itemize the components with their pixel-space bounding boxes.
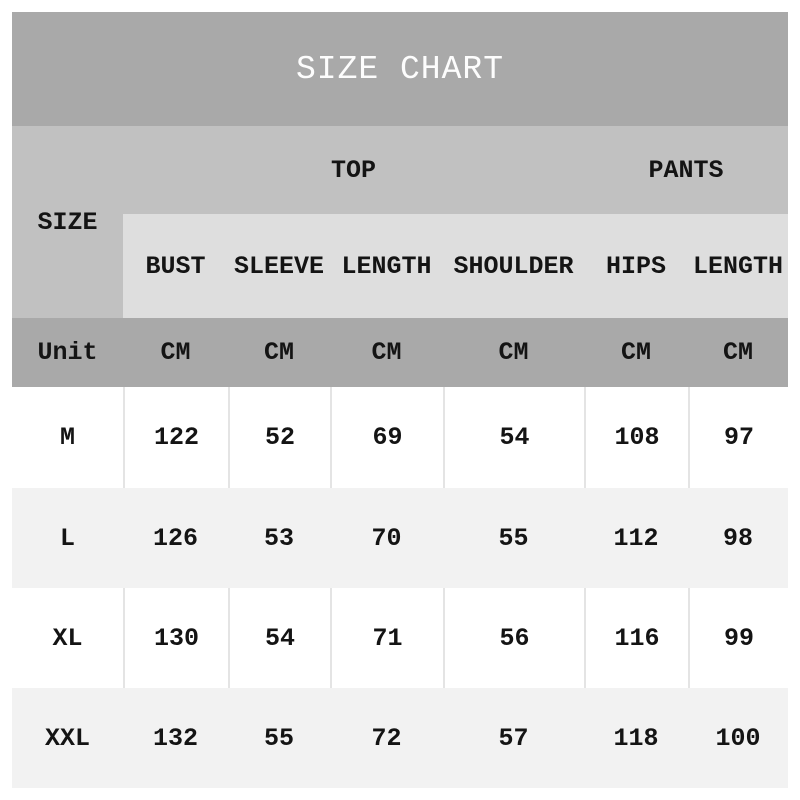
column-header-pants-length: LENGTH [692,251,783,281]
column-header-sleeve: SLEEVE [233,251,324,281]
column-header-top-length: LENGTH [341,251,432,281]
value-cell: 99 [688,588,788,688]
column-header-bust: BUST [145,251,206,281]
size-cell: XL [52,623,83,653]
value-cell: 71 [330,588,443,688]
title-bar: SIZE CHART [12,12,788,126]
value-cell: 98 [722,523,753,553]
value-cell: 55 [263,723,294,753]
column-header-hips: HIPS [605,251,666,281]
value-cell: 70 [371,523,402,553]
size-chart-table: SIZE CHART SIZE TOP PANTS BUST SLEEVE LE… [12,12,788,788]
value-cell: 112 [613,523,659,553]
unit-cell: CM [160,338,191,367]
unit-cell: CM [498,338,529,367]
unit-row: Unit CM CM CM CM CM CM [12,318,788,387]
value-cell: 116 [584,588,688,688]
value-cell: 118 [613,723,659,753]
value-cell: 53 [263,523,294,553]
unit-row-label: Unit [37,338,98,367]
row-header-size-label: SIZE [37,207,98,237]
column-group-top: TOP [330,155,376,185]
column-group-pants: PANTS [648,155,724,185]
size-cell: M [59,423,75,452]
column-header-row: BUST SLEEVE LENGTH SHOULDER HIPS LENGTH [123,214,788,318]
value-cell: 69 [330,387,443,488]
value-cell: 72 [371,723,402,753]
value-cell: 54 [443,387,584,488]
size-cell: XXL [44,723,90,753]
unit-cell: CM [722,338,753,367]
value-cell: 52 [228,387,330,488]
table-row-xxl: XXL 132 55 72 57 118 100 [12,688,788,788]
value-cell: 130 [123,588,228,688]
chart-title: SIZE CHART [295,50,505,88]
unit-cell: CM [620,338,651,367]
size-cell: L [59,523,75,553]
value-cell: 56 [443,588,584,688]
unit-cell: CM [263,338,294,367]
column-header-shoulder: SHOULDER [453,251,574,281]
value-cell: 54 [228,588,330,688]
value-cell: 132 [152,723,198,753]
header-section: SIZE TOP PANTS BUST SLEEVE LENGTH SHOULD… [12,126,788,318]
value-cell: 122 [123,387,228,488]
value-cell: 97 [688,387,788,488]
value-cell: 57 [498,723,529,753]
value-cell: 100 [715,723,761,753]
value-cell: 126 [152,523,198,553]
value-cell: 55 [498,523,529,553]
unit-cell: CM [371,338,402,367]
table-row-l: L 126 53 70 55 112 98 [12,488,788,588]
table-row-m: M 122 52 69 54 108 97 [12,387,788,488]
value-cell: 108 [584,387,688,488]
table-row-xl: XL 130 54 71 56 116 99 [12,588,788,688]
